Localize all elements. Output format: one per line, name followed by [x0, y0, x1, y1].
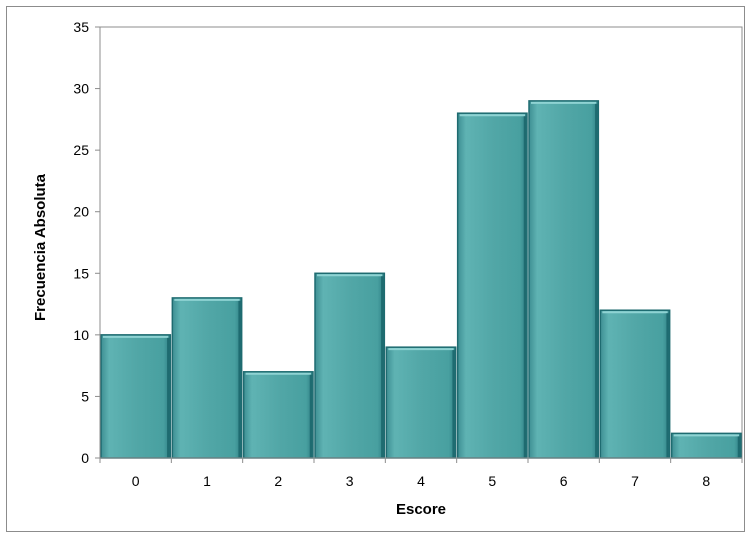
y-tick-label: 30 — [73, 81, 89, 97]
x-tick-label: 8 — [702, 473, 710, 489]
x-tick-label: 1 — [203, 473, 211, 489]
y-tick-label: 15 — [73, 265, 89, 281]
y-tick-label: 25 — [73, 142, 89, 158]
y-tick-label: 0 — [81, 450, 89, 466]
bar-1 — [171, 297, 243, 459]
bar-body — [242, 371, 314, 459]
bar-body — [599, 309, 671, 459]
bar-body — [456, 112, 528, 459]
x-tick-label: 2 — [274, 473, 282, 489]
x-tick-label: 4 — [417, 473, 425, 489]
bar-4 — [385, 346, 457, 459]
chart-frame: 0 5 10 15 20 25 30 35 0 1 2 3 4 5 6 7 8 Escore Frecuenc… — [6, 6, 745, 532]
axes-group — [99, 27, 742, 459]
x-tick-labels: 0 1 2 3 4 5 6 7 8 — [99, 458, 743, 489]
y-axis-title: Frecuencia Absoluta — [32, 173, 49, 321]
histogram-chart: 0 5 10 15 20 25 30 35 0 1 2 3 4 5 6 7 8 Escore Frecuenc… — [32, 19, 743, 518]
y-tick-label: 35 — [73, 19, 89, 35]
x-tick-label: 5 — [488, 473, 496, 489]
bar-8 — [670, 432, 742, 459]
bar-body — [171, 297, 243, 459]
bar-0 — [100, 334, 172, 459]
bar-2 — [242, 371, 314, 459]
bar-3 — [314, 272, 386, 459]
bar-5 — [456, 112, 528, 459]
bar-7 — [599, 309, 671, 459]
bar-body — [100, 334, 172, 459]
bar-body — [385, 346, 457, 459]
x-tick-label: 3 — [346, 473, 354, 489]
y-tick-label: 10 — [73, 327, 89, 343]
y-tick-labels: 0 5 10 15 20 25 30 35 — [73, 19, 100, 466]
y-tick-label: 5 — [81, 388, 89, 404]
x-tick-label: 7 — [631, 473, 639, 489]
bar-body — [314, 272, 386, 459]
bar-body — [528, 100, 600, 459]
x-tick-label: 0 — [132, 473, 140, 489]
y-tick-label: 20 — [73, 204, 89, 220]
x-tick-label: 6 — [560, 473, 568, 489]
bar-body — [670, 432, 742, 459]
bars-group — [100, 100, 742, 459]
bar-6 — [528, 100, 600, 459]
x-axis-title: Escore — [396, 501, 446, 518]
